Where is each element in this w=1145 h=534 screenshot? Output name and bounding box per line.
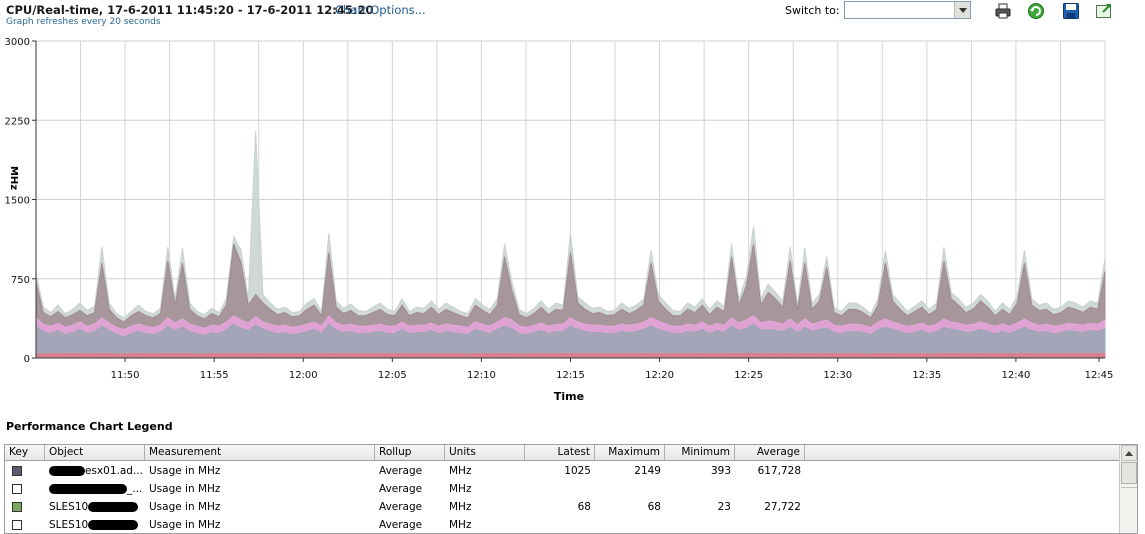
- scroll-up-arrow-icon[interactable]: [1121, 445, 1137, 461]
- legend-object: esx01.ad...: [85, 465, 143, 477]
- chart-options-link[interactable]: Chart Options...: [335, 3, 426, 17]
- x-tick-label: 12:15: [556, 370, 585, 381]
- x-tick-label: 12:00: [289, 370, 318, 381]
- series-area: [35, 353, 1106, 359]
- x-axis-label: Time: [554, 390, 584, 403]
- legend-rollup: Average: [379, 483, 423, 495]
- print-icon[interactable]: [994, 2, 1012, 20]
- x-tick-label: 12:35: [912, 370, 941, 381]
- legend-average: [735, 516, 805, 533]
- col-measurement[interactable]: Measurement: [145, 445, 375, 461]
- col-units[interactable]: Units: [445, 445, 525, 461]
- legend-table: Key Object Measurement Rollup Units Late…: [4, 444, 1138, 534]
- switch-to-dropdown[interactable]: [844, 1, 971, 19]
- legend-rollup: Average: [379, 465, 423, 477]
- legend-key-swatch[interactable]: [12, 484, 22, 494]
- x-tick-label: 12:20: [645, 370, 674, 381]
- legend-object: _...: [127, 483, 143, 495]
- series-area: [35, 323, 1106, 359]
- legend-latest: [525, 480, 595, 498]
- legend-average: 617,728: [757, 465, 801, 477]
- x-tick-label: 11:55: [200, 370, 229, 381]
- legend-row[interactable]: _... Usage in MHz Average MHz: [5, 480, 1119, 498]
- legend-average: [735, 480, 805, 498]
- x-tick-label: 12:30: [823, 370, 852, 381]
- legend-rollup: Average: [379, 519, 423, 531]
- scroll-track[interactable]: [1121, 487, 1137, 488]
- save-icon[interactable]: [1062, 2, 1080, 20]
- x-tick-label: 12:25: [734, 370, 763, 381]
- legend-minimum: [665, 516, 735, 533]
- y-tick-label: 3000: [5, 37, 30, 48]
- legend-maximum: [595, 480, 665, 498]
- y-tick-label: 0: [24, 354, 30, 365]
- legend-units: MHz: [449, 519, 472, 531]
- legend-average: 27,722: [764, 501, 801, 513]
- y-axis-label: MHz: [8, 166, 19, 190]
- x-tick-label: 12:05: [378, 370, 407, 381]
- legend-maximum: 68: [647, 501, 661, 513]
- y-tick-label: 1500: [5, 196, 30, 207]
- col-rollup[interactable]: Rollup: [375, 445, 445, 461]
- refresh-icon[interactable]: [1027, 2, 1045, 20]
- cpu-area-chart: 3000 2250 1500 750 0 11:50 11:55 12:00 12:05 12:1…: [5, 37, 1114, 403]
- redacted-block: [49, 484, 127, 494]
- scroll-thumb[interactable]: [1121, 462, 1137, 484]
- legend-measurement: Usage in MHz: [149, 483, 221, 495]
- col-key[interactable]: Key: [5, 445, 45, 461]
- legend-row[interactable]: SLES10 Usage in MHz Average MHz: [5, 516, 1119, 533]
- legend-units: MHz: [449, 465, 472, 477]
- x-tick-label: 12:40: [1002, 370, 1031, 381]
- redacted-block: [49, 466, 85, 476]
- chart-title: CPU/Real-time, 17-6-2011 11:45:20 - 17-6…: [6, 3, 374, 17]
- redacted-block: [88, 520, 139, 530]
- chevron-down-icon[interactable]: [954, 2, 970, 18]
- legend-scrollbar[interactable]: [1119, 445, 1137, 533]
- legend-latest: [525, 516, 595, 533]
- col-minimum[interactable]: Minimum: [665, 445, 735, 461]
- legend-key-swatch[interactable]: [12, 466, 22, 476]
- legend-minimum: [665, 480, 735, 498]
- col-latest[interactable]: Latest: [525, 445, 595, 461]
- legend-maximum: 2149: [634, 465, 661, 477]
- x-tick-label: 11:50: [111, 370, 140, 381]
- legend-units: MHz: [449, 483, 472, 495]
- x-tick-label: 12:45: [1085, 370, 1114, 381]
- redacted-block: [88, 502, 139, 512]
- y-tick-label: 750: [11, 275, 30, 286]
- legend-minimum: 393: [710, 465, 731, 477]
- series-area: [35, 130, 1106, 359]
- legend-object: SLES10: [49, 519, 89, 531]
- col-object[interactable]: Object: [45, 445, 145, 461]
- export-icon[interactable]: [1095, 2, 1113, 20]
- legend-units: MHz: [449, 501, 472, 513]
- legend-latest: 1025: [564, 465, 591, 477]
- legend-measurement: Usage in MHz: [149, 465, 221, 477]
- legend-row[interactable]: esx01.ad... Usage in MHz Average MHz 102…: [5, 462, 1119, 480]
- legend-maximum: [595, 516, 665, 533]
- col-average[interactable]: Average: [735, 445, 805, 461]
- legend-measurement: Usage in MHz: [149, 501, 221, 513]
- legend-key-swatch[interactable]: [12, 502, 22, 512]
- legend-minimum: 23: [717, 501, 731, 513]
- legend-measurement: Usage in MHz: [149, 519, 221, 531]
- legend-title: Performance Chart Legend: [6, 420, 173, 433]
- legend-row[interactable]: SLES10 Usage in MHz Average MHz 68 68 23…: [5, 498, 1119, 516]
- legend-latest: 68: [577, 501, 591, 513]
- legend-object: SLES10: [49, 501, 89, 513]
- switch-to-label: Switch to:: [785, 4, 840, 17]
- refresh-note: Graph refreshes every 20 seconds: [6, 17, 161, 27]
- legend-rollup: Average: [379, 501, 423, 513]
- legend-key-swatch[interactable]: [12, 520, 22, 530]
- x-tick-label: 12:10: [467, 370, 496, 381]
- legend-header: Key Object Measurement Rollup Units Late…: [5, 445, 1119, 461]
- y-tick-label: 2250: [5, 116, 30, 127]
- col-maximum[interactable]: Maximum: [595, 445, 665, 461]
